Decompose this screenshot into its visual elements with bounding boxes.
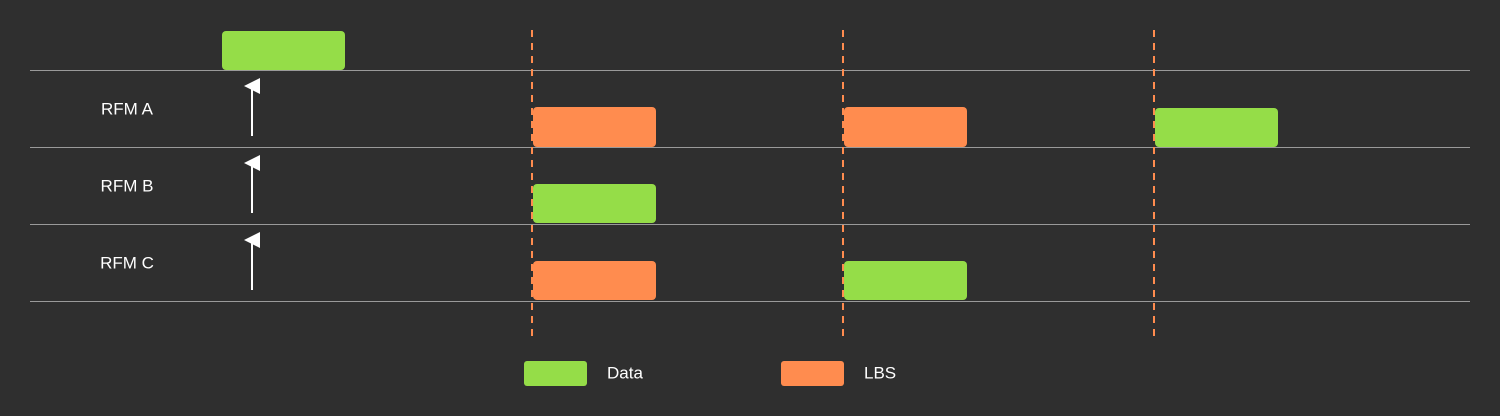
dashed-lines [531,30,1155,342]
row-lines [30,70,1470,302]
lbs-block [533,107,656,147]
data-block [844,261,967,300]
legend: Data LBS [524,361,896,386]
legend-label: Data [607,363,643,382]
data-block [533,184,656,223]
row-label: RFM C [100,253,154,272]
lbs-block [533,261,656,300]
legend-swatch [524,361,587,386]
data-block [1155,108,1278,147]
blocks [222,31,1278,300]
row-label: RFM A [101,99,154,118]
row-label: RFM B [101,176,154,195]
legend-label: LBS [864,363,896,382]
legend-swatch [781,361,844,386]
data-block [222,31,345,70]
lbs-block [844,107,967,147]
